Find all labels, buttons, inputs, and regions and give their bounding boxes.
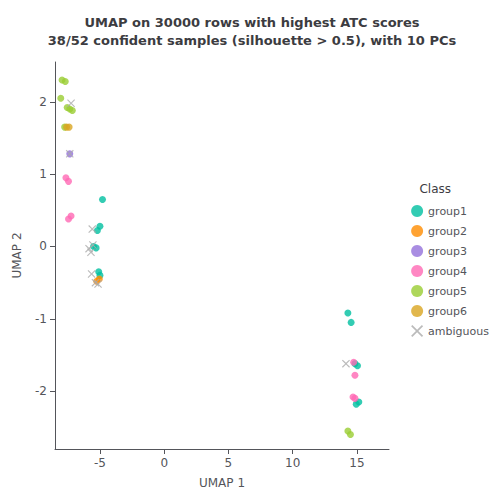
svg-text:group2: group2 bbox=[428, 225, 467, 238]
svg-text:UMAP 2: UMAP 2 bbox=[10, 232, 24, 278]
svg-text:-1: -1 bbox=[35, 312, 47, 326]
svg-text:group4: group4 bbox=[428, 265, 467, 278]
svg-text:15: 15 bbox=[349, 456, 364, 470]
svg-text:0: 0 bbox=[160, 456, 168, 470]
svg-text:0: 0 bbox=[39, 239, 47, 253]
svg-text:group1: group1 bbox=[428, 205, 467, 218]
svg-text:1: 1 bbox=[39, 167, 47, 181]
svg-text:UMAP 1: UMAP 1 bbox=[199, 476, 245, 490]
svg-text:38/52 confident samples (silho: 38/52 confident samples (silhouette > 0.… bbox=[48, 33, 457, 48]
svg-text:-5: -5 bbox=[94, 456, 106, 470]
svg-text:group3: group3 bbox=[428, 245, 467, 258]
svg-text:10: 10 bbox=[285, 456, 300, 470]
svg-text:group5: group5 bbox=[428, 285, 467, 298]
svg-text:ambiguous: ambiguous bbox=[428, 325, 489, 338]
svg-text:-2: -2 bbox=[35, 384, 47, 398]
svg-text:5: 5 bbox=[225, 456, 233, 470]
svg-text:group6: group6 bbox=[428, 305, 467, 318]
svg-text:UMAP on 30000 rows with highes: UMAP on 30000 rows with highest ATC scor… bbox=[84, 15, 419, 30]
svg-text:Class: Class bbox=[419, 182, 451, 196]
svg-text:2: 2 bbox=[39, 95, 47, 109]
